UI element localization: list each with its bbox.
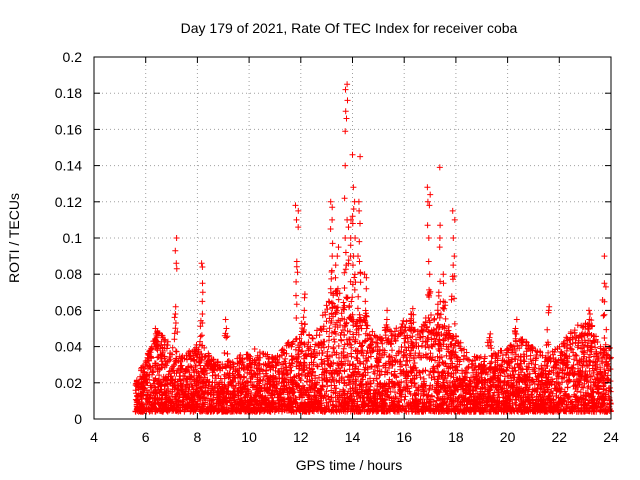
y-tick-label: 0.16 — [55, 121, 82, 137]
x-tick-label: 16 — [396, 429, 412, 445]
chart-title: Day 179 of 2021, Rate Of TEC Index for r… — [181, 20, 518, 36]
spike-points — [511, 316, 520, 344]
x-tick-label: 20 — [500, 429, 516, 445]
x-axis-label: GPS time / hours — [296, 457, 403, 473]
spike-points — [354, 153, 364, 318]
spike-points — [349, 151, 359, 301]
spike-points — [407, 305, 417, 327]
spike-points — [381, 307, 391, 334]
spike-points — [424, 184, 434, 300]
data-points — [132, 81, 614, 415]
y-tick-label: 0.2 — [63, 49, 83, 65]
y-tick-label: 0.12 — [55, 194, 82, 210]
spike-points — [543, 303, 553, 356]
y-tick-label: 0.08 — [55, 266, 82, 282]
y-tick-labels: 0 0.02 0.04 0.06 0.08 0.1 0.12 0.14 0.16 0.18 0.2 — [55, 49, 82, 427]
spike-points — [327, 198, 337, 299]
x-tick-label: 10 — [241, 429, 257, 445]
x-tick-labels: 4 6 8 10 12 14 16 18 20 22 24 — [90, 429, 619, 445]
x-tick-label: 24 — [603, 429, 619, 445]
spike-points — [448, 207, 458, 327]
spike-points — [152, 325, 161, 341]
spike-points — [434, 164, 444, 318]
x-tick-label: 4 — [90, 429, 98, 445]
y-tick-label: 0.18 — [55, 85, 82, 101]
y-tick-label: 0.02 — [55, 375, 82, 391]
spike-points — [599, 253, 610, 341]
x-tick-label: 6 — [142, 429, 150, 445]
x-tick-label: 14 — [345, 429, 361, 445]
y-tick-label: 0.04 — [55, 339, 82, 355]
y-tick-label: 0.06 — [55, 302, 82, 318]
spike-points — [586, 307, 596, 330]
spike-points — [332, 244, 342, 297]
spike-points — [171, 235, 181, 343]
x-tick-label: 12 — [293, 429, 309, 445]
x-tick-label: 22 — [552, 429, 568, 445]
spike-points — [341, 81, 351, 302]
spike-points — [292, 202, 302, 321]
spike-points — [221, 316, 231, 357]
spike-points — [439, 271, 449, 322]
x-tick-label: 8 — [194, 429, 202, 445]
y-tick-label: 0.14 — [55, 158, 82, 174]
spike-points — [298, 291, 308, 333]
y-axis-label: ROTI / TECUs — [6, 193, 22, 283]
x-tick-label: 18 — [448, 429, 464, 445]
spike-points — [197, 260, 206, 345]
baseline-points — [132, 290, 614, 415]
spike-points — [484, 330, 495, 352]
y-tick-label: 0 — [74, 411, 82, 427]
y-tick-label: 0.1 — [63, 230, 83, 246]
spike-points — [361, 271, 370, 320]
axis-ticks — [93, 56, 612, 420]
